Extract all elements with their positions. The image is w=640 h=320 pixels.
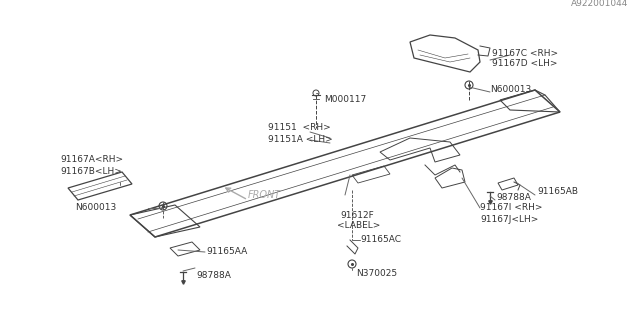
Text: M000117: M000117 (324, 95, 366, 105)
Text: N600013: N600013 (75, 204, 116, 212)
Text: 91167D <LH>: 91167D <LH> (492, 59, 557, 68)
Text: 91167B<LH>: 91167B<LH> (60, 167, 122, 177)
Text: 91165AC: 91165AC (360, 236, 401, 244)
Text: 91167I <RH>: 91167I <RH> (480, 204, 543, 212)
Text: 91151  <RH>: 91151 <RH> (268, 124, 331, 132)
Text: FRONT: FRONT (248, 190, 281, 200)
Text: 91151A <LH>: 91151A <LH> (268, 135, 333, 145)
Text: 91165AA: 91165AA (206, 247, 247, 257)
Text: 91167A<RH>: 91167A<RH> (60, 156, 123, 164)
Text: 98788A: 98788A (496, 194, 531, 203)
Text: A922001044: A922001044 (571, 0, 628, 8)
Text: 91167C <RH>: 91167C <RH> (492, 49, 558, 58)
Text: 91612F: 91612F (340, 211, 374, 220)
Text: <LABEL>: <LABEL> (337, 221, 380, 230)
Text: N600013: N600013 (490, 85, 531, 94)
Text: 98788A: 98788A (196, 270, 231, 279)
Text: 91167J<LH>: 91167J<LH> (480, 215, 538, 225)
Text: N370025: N370025 (356, 268, 397, 277)
Text: 91165AB: 91165AB (537, 188, 578, 196)
